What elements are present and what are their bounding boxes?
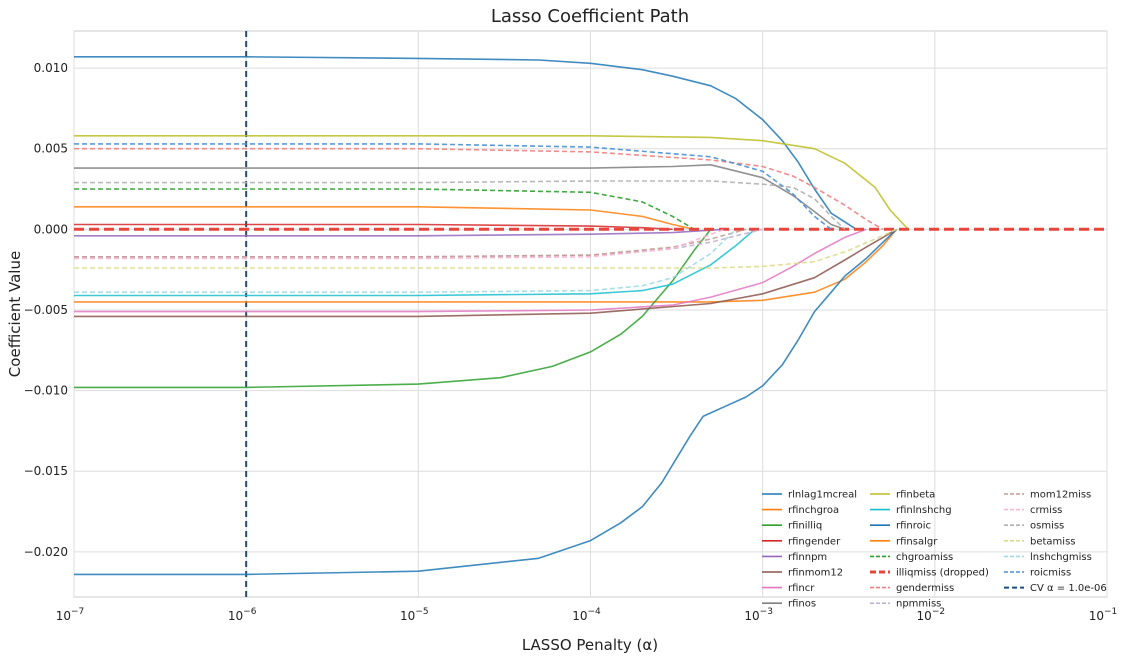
legend-label: CV α = 1.0e-06	[1030, 583, 1107, 594]
chart-title: Lasso Coefficient Path	[491, 6, 689, 27]
legend-label: rlnlag1mcreal	[788, 490, 857, 501]
legend-label: rfinmom12	[788, 568, 843, 579]
x-tick-label: 10−4	[572, 607, 601, 623]
legend-label: rfinroic	[896, 521, 931, 532]
legend-label: chgroamiss	[896, 552, 953, 563]
series-line-mom12miss	[74, 228, 747, 258]
legend-label: mom12miss	[1030, 490, 1091, 501]
legend-label: rfincr	[788, 583, 815, 594]
series-line-rfinbeta	[74, 135, 909, 230]
series-line-rfinos	[74, 164, 846, 231]
legend-label: rfinos	[788, 599, 816, 610]
series-line-roicmiss	[74, 143, 832, 230]
legend-label: rfinchgroa	[788, 505, 839, 516]
x-tick-label: 10−5	[400, 607, 429, 623]
legend-label: osmiss	[1030, 521, 1064, 532]
series-line-rfinroic	[74, 228, 898, 576]
series-lines	[74, 56, 1107, 576]
series-line-rfinlnshchg	[74, 228, 756, 297]
x-axis-ticks: 10−7 10−6 10−5 10−4 10−3 10−2 10−1	[56, 607, 1118, 623]
legend-label: rfinlnshchg	[896, 505, 952, 516]
series-line-crmiss	[74, 228, 725, 260]
legend-label: rfinsalgr	[896, 536, 938, 547]
y-tick-label: −0.005	[24, 303, 68, 317]
series-line-gendermiss	[74, 147, 884, 230]
y-tick-label: −0.015	[24, 464, 68, 478]
x-tick-label: 10−7	[56, 607, 85, 623]
y-tick-label: −0.020	[24, 545, 68, 559]
series-line-rfinmom12	[74, 228, 898, 318]
y-axis-label: Coefficient Value	[6, 251, 24, 377]
legend: rlnlag1mcreal rfinchgroa rfinilliq rfingend…	[762, 490, 1107, 610]
legend-label: rfinilliq	[788, 521, 822, 532]
legend-label: crmiss	[1030, 505, 1062, 516]
y-tick-label: −0.010	[24, 384, 68, 398]
legend-label: rfinnpm	[788, 552, 827, 563]
legend-label: rfinbeta	[896, 490, 935, 501]
x-tick-label: 10−1	[1089, 607, 1118, 623]
y-tick-label: 0.000	[34, 222, 68, 236]
series-line-rfincr	[74, 228, 867, 313]
series-line-rlnlag1mcreal	[74, 56, 857, 230]
legend-label: npmmiss	[896, 599, 941, 610]
x-tick-label: 10−6	[228, 607, 257, 623]
legend-label: betamiss	[1030, 536, 1076, 547]
series-line-rfinilliq	[74, 228, 712, 389]
series-line-osmiss	[74, 180, 846, 230]
legend-label: rfingender	[788, 536, 841, 547]
legend-label: gendermiss	[896, 583, 954, 594]
y-tick-label: 0.005	[34, 142, 68, 156]
legend-label: roicmiss	[1030, 568, 1071, 579]
legend-label: illiqmiss (dropped)	[896, 568, 989, 579]
y-tick-label: 0.010	[34, 61, 68, 75]
x-axis-label: LASSO Penalty (α)	[522, 636, 658, 654]
series-line-rfinsalgr	[74, 206, 695, 231]
series-line-rfinchgroa	[74, 228, 898, 303]
series-line-rfinnpm	[74, 228, 725, 237]
legend-label: lnshchgmiss	[1030, 552, 1092, 563]
series-line-lnshchgmiss	[74, 228, 737, 293]
series-line-betamiss	[74, 228, 897, 269]
x-tick-label: 10−3	[744, 607, 773, 623]
y-axis-ticks: 0.010 0.005 0.000 −0.005 −0.010 −0.015 −0.020	[24, 61, 68, 559]
